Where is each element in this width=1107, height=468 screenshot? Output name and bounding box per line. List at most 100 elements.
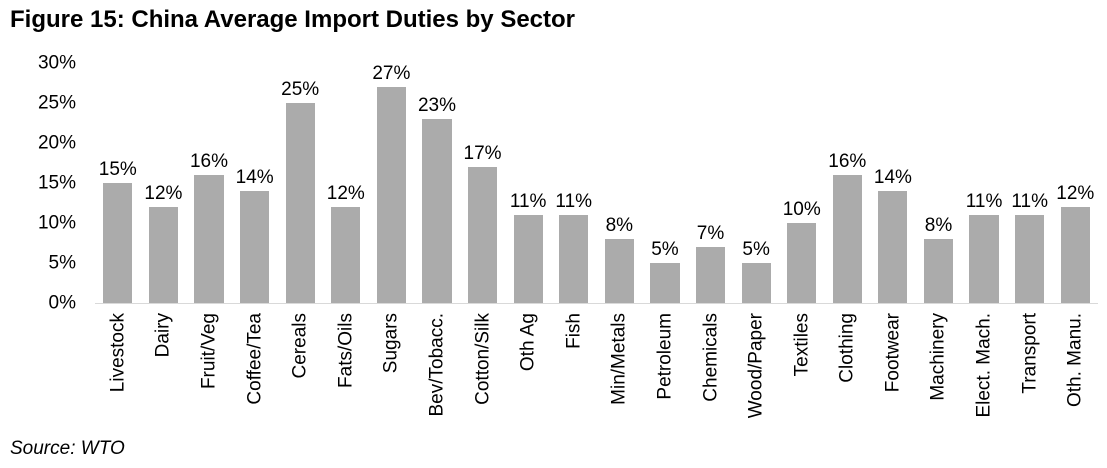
x-axis-category-label: Livestock — [107, 313, 129, 393]
bar-group: 17% Cotton/Silk — [460, 63, 506, 405]
bar-group: 25% Cereals — [277, 63, 323, 378]
x-axis-category-label: Clothing — [836, 313, 858, 383]
bar-value-label: 10% — [782, 199, 821, 220]
x-axis-category-label: Textiles — [791, 313, 813, 377]
bar-group: 11% Fish — [551, 63, 597, 349]
bar-group: 7% Chemicals — [688, 63, 734, 402]
bar — [148, 207, 178, 303]
bar-group: 14% Footwear — [870, 63, 916, 392]
bar-value-label: 8% — [605, 215, 634, 236]
bar-value-label: 5% — [742, 239, 770, 260]
bar-value-label: 11% — [965, 191, 1003, 212]
y-axis-tick-label: 20% — [37, 132, 76, 154]
bar-value-label: 17% — [463, 143, 502, 164]
x-axis-category-label: Transport — [1019, 313, 1041, 394]
x-axis-category-label: Fruit/Veg — [198, 313, 220, 390]
bar-group: 11% Elect. Mach. — [961, 63, 1007, 418]
y-axis: 0% 5% 10% 15% 20% 25% 30% — [0, 54, 76, 313]
plot-area: 15% Livestock 12% Dairy 16% Fruit/Veg 14% Coffe… — [95, 63, 1098, 418]
bar — [376, 87, 406, 303]
bar-value-label: 12% — [1056, 183, 1095, 204]
x-axis-category-label: Cereals — [289, 313, 311, 379]
bar — [1060, 207, 1090, 303]
bar-value-label: 14% — [873, 167, 912, 188]
bar-value-label: 27% — [372, 63, 411, 84]
x-axis-category-label: Footwear — [882, 313, 904, 393]
bar — [331, 207, 361, 303]
x-axis-category-label: Oth Ag — [517, 313, 539, 372]
bar-group: 8% Min/Metals — [597, 63, 643, 405]
bar-group: 27% Sugars — [369, 63, 415, 373]
bar — [923, 239, 954, 303]
bar — [422, 119, 452, 303]
bar-value-label: 11% — [1011, 191, 1048, 212]
bar-group: 12% Oth. Manu. — [1052, 63, 1098, 407]
x-axis-category-label: Oth. Manu. — [1064, 313, 1086, 407]
bar — [513, 215, 543, 303]
bar-value-label: 14% — [235, 167, 274, 188]
x-axis-category-label: Petroleum — [654, 313, 676, 400]
bar-group: 16% Fruit/Veg — [186, 63, 232, 389]
x-axis-category-label: Chemicals — [700, 313, 722, 402]
bar-value-label: 5% — [651, 239, 679, 260]
bar-group: 11% Oth Ag — [505, 63, 551, 371]
source-note: Source: WTO — [10, 438, 125, 459]
x-axis-category-label: Elect. Mach. — [973, 313, 995, 418]
x-axis-category-label: Dairy — [152, 313, 174, 358]
bar-group: 14% Coffee/Tea — [232, 63, 278, 405]
bar — [878, 191, 908, 303]
bar-group: 23% Bev/Tobacc. — [414, 63, 460, 417]
bar-group: 12% Dairy — [141, 63, 187, 357]
bar-group: 5% Petroleum — [642, 63, 688, 400]
x-axis-category-label: Fish — [563, 313, 585, 349]
x-axis-category-label: Fats/Oils — [335, 313, 357, 388]
bar — [969, 215, 999, 303]
x-axis-category-label: Bev/Tobacc. — [426, 313, 448, 417]
y-axis-tick-label: 25% — [37, 92, 76, 114]
x-axis-category-label: Sugars — [380, 313, 402, 374]
bar-group: 8% Machinery — [916, 63, 962, 401]
bar-group: 16% Clothing — [825, 63, 871, 383]
bar-value-label: 12% — [326, 183, 365, 204]
bar — [650, 263, 680, 303]
bar — [559, 215, 589, 303]
bar — [1015, 215, 1045, 303]
bar-value-label: 25% — [281, 79, 320, 100]
bar-value-label: 16% — [828, 151, 867, 172]
x-axis-category-label: Wood/Paper — [745, 313, 767, 419]
x-axis-category-label: Min/Metals — [608, 313, 630, 405]
bar — [239, 191, 270, 303]
bar-value-label: 11% — [509, 191, 547, 212]
bar-value-label: 8% — [924, 215, 953, 236]
bar-group: 10% Textiles — [779, 63, 825, 376]
bar-value-label: 11% — [555, 191, 593, 212]
y-axis-tick-label: 5% — [48, 252, 76, 274]
x-axis-category-label: Machinery — [927, 313, 949, 401]
bar-value-label: 15% — [98, 159, 137, 180]
bar-value-label: 16% — [189, 151, 228, 172]
y-axis-tick-label: 30% — [37, 52, 76, 74]
bar-group: 12% Fats/Oils — [323, 63, 369, 388]
x-axis-category-label: Cotton/Silk — [472, 313, 494, 405]
y-axis-tick-label: 15% — [37, 172, 76, 194]
bar-group: 5% Wood/Paper — [733, 63, 779, 418]
bar-value-label: 23% — [417, 95, 456, 116]
bar — [695, 247, 726, 303]
bar-group: 11% Transport — [1007, 63, 1053, 394]
bar — [285, 103, 315, 303]
bar — [467, 167, 498, 303]
bar-value-label: 12% — [144, 183, 183, 204]
bar — [787, 223, 817, 303]
bar — [103, 183, 133, 303]
x-axis-category-label: Coffee/Tea — [244, 313, 266, 405]
bar — [741, 263, 771, 303]
y-axis-tick-label: 0% — [48, 292, 76, 314]
bar — [194, 175, 224, 303]
figure-title: Figure 15: China Average Import Duties b… — [10, 6, 576, 33]
bar — [832, 175, 862, 303]
bar-value-label: 7% — [696, 223, 725, 244]
bar-group: 15% Livestock — [95, 63, 141, 392]
y-axis-tick-label: 10% — [37, 212, 76, 234]
bar — [604, 239, 634, 303]
